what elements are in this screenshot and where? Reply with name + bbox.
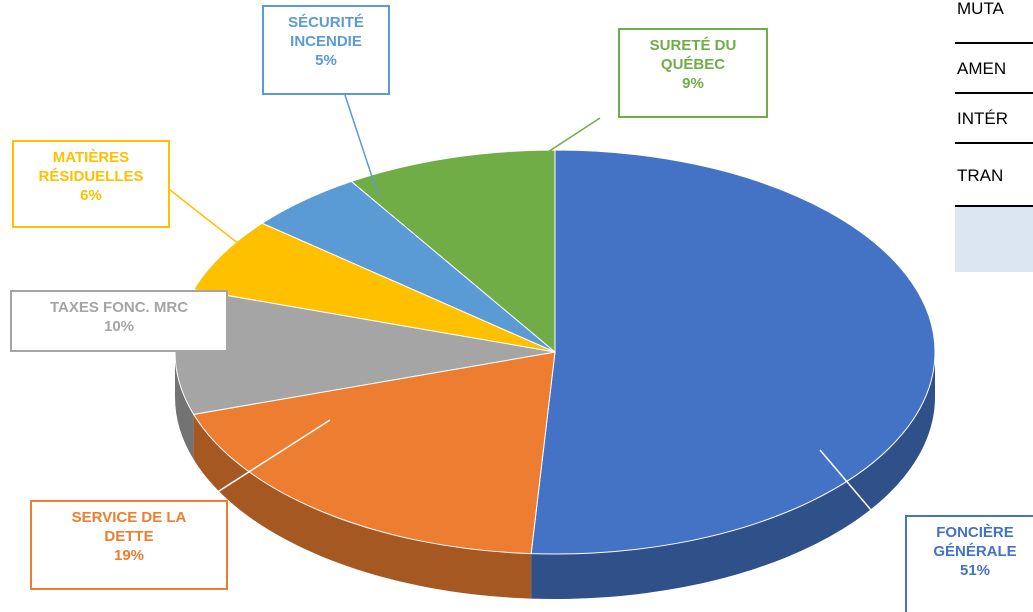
pie-side	[193, 414, 532, 599]
label-name: TAXES FONC. MRC	[49, 299, 189, 316]
table-row: TRAN	[955, 142, 1033, 205]
label-value: 9%	[682, 75, 704, 92]
label-value: 10%	[103, 318, 135, 335]
leader-line	[344, 94, 379, 196]
data-label: FONCIÈRE GÉNÉRALE 51%	[905, 515, 1033, 612]
leader-line	[204, 419, 331, 501]
pie-slice	[350, 149, 556, 354]
data-label: SÉCURITÉ INCENDIE 5%	[262, 5, 390, 95]
data-label: MATIÈRES RÉSIDUELLES 6%	[12, 140, 170, 228]
leader-line	[169, 189, 263, 263]
leader-line	[504, 117, 601, 181]
table-row	[955, 205, 1033, 272]
label-name: FONCIÈRE GÉNÉRALE	[933, 524, 1017, 560]
label-name: MATIÈRES RÉSIDUELLES	[38, 149, 144, 185]
label-value: 19%	[113, 547, 145, 564]
pie-slice	[192, 222, 556, 353]
table-row: AMEN	[955, 42, 1033, 92]
label-value: 51%	[959, 562, 991, 579]
pie-side	[531, 352, 935, 599]
label-value: 5%	[315, 52, 337, 69]
table-row: INTÉR	[955, 92, 1033, 142]
label-name: SURETÉ DU QUÉBEC	[649, 37, 737, 73]
pie-side	[175, 352, 194, 460]
pie-slice	[192, 351, 556, 555]
label-name: SÉCURITÉ INCENDIE	[288, 14, 364, 50]
data-label: SURETÉ DU QUÉBEC 9%	[618, 28, 768, 118]
label-value: 6%	[80, 187, 102, 204]
table-row: MUTA	[955, 0, 1033, 42]
data-label: TAXES FONC. MRC 10%	[10, 290, 228, 352]
data-label: SERVICE DE LA DETTE 19%	[30, 500, 228, 590]
leader-line	[819, 449, 906, 551]
label-name: SERVICE DE LA DETTE	[71, 509, 187, 545]
pie-slice	[530, 149, 936, 555]
